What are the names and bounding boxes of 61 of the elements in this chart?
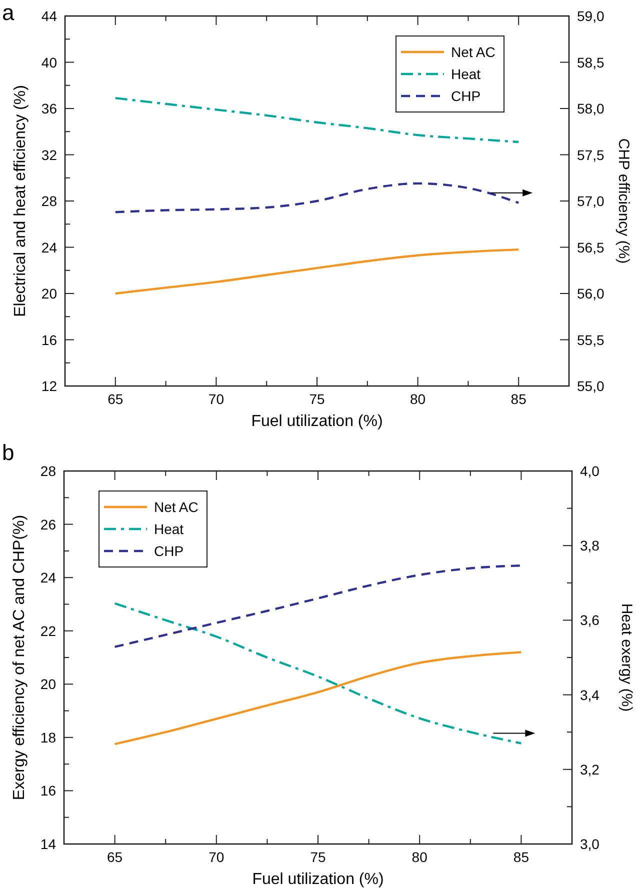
x-tick-label: 75 (310, 849, 326, 865)
y2-tick-label: 56,5 (577, 239, 604, 256)
y-tick-label: 20 (41, 286, 58, 302)
x-axis-title: Fuel utilization (%) (252, 871, 384, 888)
x-tick-label: 70 (208, 391, 224, 407)
line-series (114, 602, 522, 744)
y-tick-label: 20 (40, 676, 56, 692)
y-tick-label: 26 (40, 516, 56, 532)
line-series (114, 564, 522, 648)
y2-tick-label: 3,4 (580, 686, 600, 703)
y-tick-label: 24 (40, 570, 56, 586)
y2-tick-label: 4,0 (580, 463, 600, 479)
y2-tick-label: 3,6 (580, 612, 600, 628)
x-tick-label: 65 (107, 849, 123, 865)
y2-tick-label: 3,2 (580, 761, 600, 778)
y-tick-label: 40 (41, 54, 58, 70)
chart-title: b (2, 440, 14, 465)
y2-tick-label: 58,5 (577, 54, 604, 70)
x-tick-label: 75 (309, 391, 325, 407)
y2-tick-label: 3,8 (580, 538, 600, 554)
y2-axis-title: CHP efficiency (%) (615, 138, 632, 264)
line-series (114, 651, 522, 746)
y-tick-label: 36 (41, 100, 58, 116)
y-tick-label: 44 (41, 8, 58, 24)
x-tick-label: 85 (510, 391, 527, 407)
y-axis-title: Exergy efficiency of net AC and CHP(%) (11, 514, 28, 800)
legend-label: Net AC (154, 499, 198, 515)
x-tick-label: 80 (410, 391, 426, 407)
legend-label: Heat (154, 521, 184, 537)
y2-tick-label: 57,0 (577, 193, 604, 209)
y2-axis-title: Heat exergy (%) (618, 603, 635, 712)
y-tick-label: 16 (40, 782, 56, 799)
y-tick-label: 12 (41, 378, 58, 394)
y-tick-label: 24 (41, 239, 58, 256)
y-tick-label: 22 (40, 622, 56, 639)
legend-label: CHP (451, 88, 481, 104)
x-tick-label: 80 (412, 849, 428, 865)
line-series (114, 182, 520, 214)
legend-label: CHP (154, 543, 184, 559)
y2-tick-label: 56,0 (577, 286, 604, 302)
x-tick-label: 85 (513, 849, 530, 865)
y2-tick-label: 58,0 (577, 100, 604, 116)
y-tick-label: 14 (40, 836, 56, 852)
line-series (114, 248, 520, 295)
y-tick-label: 28 (40, 463, 56, 479)
y2-tick-label: 59,0 (577, 8, 604, 24)
x-tick-label: 70 (208, 849, 224, 865)
y-tick-label: 32 (41, 146, 58, 163)
y-tick-label: 28 (41, 193, 58, 209)
y2-tick-label: 55,0 (577, 378, 604, 394)
legend-label: Heat (451, 66, 481, 82)
legend-label: Net AC (451, 44, 496, 60)
y2-tick-label: 57,5 (577, 146, 604, 163)
y2-tick-label: 3,0 (580, 836, 600, 852)
x-tick-label: 65 (108, 391, 124, 407)
y-tick-label: 18 (40, 729, 56, 746)
y-axis-title: Electrical and heat efficiency (%) (12, 85, 29, 317)
x-axis-title: Fuel utilization (%) (251, 413, 383, 430)
y2-tick-label: 55,5 (577, 332, 604, 348)
y-tick-label: 16 (41, 332, 58, 348)
chart-title: a (2, 0, 15, 25)
